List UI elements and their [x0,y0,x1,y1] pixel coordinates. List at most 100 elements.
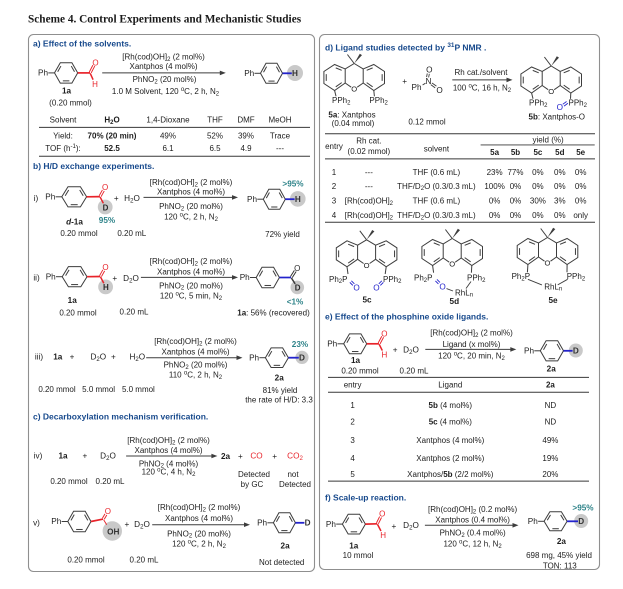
svg-text:5: 5 [350,470,355,479]
svg-text:0%: 0% [532,182,544,191]
svg-text:0.20 mL: 0.20 mL [130,556,159,565]
svg-text:H: H [295,195,301,204]
svg-text:5.0 mmol: 5.0 mmol [82,385,115,394]
svg-text:Not detected: Not detected [259,558,304,567]
svg-text:0%: 0% [510,211,522,220]
svg-text:120 o​C, 12 h, N2​: 120 o​C, 12 h, N2​ [443,540,502,550]
svg-text:0%: 0% [575,168,587,177]
svg-text:1,4-Dioxane: 1,4-Dioxane [146,116,190,125]
svg-text:Ph2​P: Ph2​P [414,273,432,283]
svg-text:19%: 19% [542,454,558,463]
svg-text:2: 2 [350,418,355,427]
svg-text:(0.02 mmol): (0.02 mmol) [348,147,391,156]
svg-text:D: D [573,347,579,356]
svg-text:O: O [294,264,300,273]
svg-text:30%: 30% [530,197,546,206]
svg-text:0%: 0% [532,168,544,177]
svg-text:Detected: Detected [279,480,311,489]
svg-text:PhNO2​ (20 mol%): PhNO2​ (20 mol%) [159,202,223,212]
svg-text:[Rh(cod)OH]2​ (2 mol%): [Rh(cod)OH]2​ (2 mol%) [430,329,513,339]
svg-text:O: O [353,284,359,293]
svg-text:2a: 2a [281,541,291,550]
svg-text:THF/D2​O (0.3/0.3 mL): THF/D2​O (0.3/0.3 mL) [397,182,476,192]
svg-text:0.20 mmol: 0.20 mmol [38,385,76,394]
svg-text:5b: Xantphos-O: 5b: Xantphos-O [529,112,585,121]
svg-text:+: + [402,77,407,86]
svg-text:Xantphos (4 mol%): Xantphos (4 mol%) [157,188,225,197]
svg-text:H: H [103,283,109,292]
svg-text:6.1: 6.1 [162,144,174,153]
svg-text:Yield:: Yield: [53,132,73,141]
svg-text:D: D [299,353,305,362]
svg-text:Ph2​P: Ph2​P [329,275,347,285]
svg-text:1: 1 [350,401,355,410]
svg-text:5a: 5a [490,148,499,157]
svg-text:95%: 95% [99,216,116,225]
svg-text:6.5: 6.5 [209,144,221,153]
svg-text:ND: ND [545,418,557,427]
svg-text:OH: OH [107,527,119,536]
svg-text:2a: 2a [557,537,567,546]
svg-text:solvent: solvent [424,145,450,154]
svg-text:O: O [373,284,379,293]
svg-text:3: 3 [350,436,355,445]
svg-text:0%: 0% [575,197,587,206]
svg-text:2a: 2a [546,380,555,389]
svg-text:O: O [557,103,563,112]
svg-text:d) Ligand studies detected by: d) Ligand studies detected by 31​P NMR . [325,42,486,52]
svg-text:Xantphos (4 mol%): Xantphos (4 mol%) [165,514,233,523]
svg-text:Ph: Ph [327,340,337,349]
svg-text:Xantphos (4 mol%): Xantphos (4 mol%) [134,446,202,455]
svg-text:5d: 5d [555,148,564,157]
svg-text:5c (4 mol%): 5c (4 mol%) [429,418,472,427]
svg-text:D: D [305,519,311,528]
svg-text:Ph2​P: Ph2​P [512,272,530,282]
svg-text:5c: 5c [362,296,372,305]
svg-text:THF/D2​O (0.3/0.3 mL): THF/D2​O (0.3/0.3 mL) [397,211,476,221]
svg-text:H: H [382,351,388,360]
svg-text:+: + [114,194,119,203]
svg-text:TON: 113: TON: 113 [543,562,577,571]
svg-text:1a: 1a [68,296,78,305]
svg-text:Ph: Ph [45,193,55,202]
svg-text:Trace: Trace [270,132,291,141]
svg-text:D: D [578,517,584,526]
svg-text:CO: CO [250,452,262,461]
svg-text:4.9: 4.9 [240,144,252,153]
svg-text:698 mg, 45% yield: 698 mg, 45% yield [526,551,592,560]
svg-text:120 o​C, 2 h, N2​: 120 o​C, 2 h, N2​ [172,540,227,550]
svg-text:(0.20 mmol): (0.20 mmol) [49,99,92,108]
svg-text:49%: 49% [160,132,176,141]
svg-text:DMF: DMF [237,116,254,125]
svg-text:e) Effect of the phosphine oxi: e) Effect of the phosphine oxide ligands… [325,312,488,322]
svg-text:Detected: Detected [238,470,270,479]
svg-text:0.20 mmol: 0.20 mmol [59,309,97,318]
svg-text:D: D [103,203,109,212]
svg-text:0.20 mmol: 0.20 mmol [50,477,88,486]
svg-text:Ph: Ph [51,517,61,526]
svg-text:Ph: Ph [244,69,254,78]
svg-text:[Rh(cod)OH]2​ (2 mol%): [Rh(cod)OH]2​ (2 mol%) [154,337,237,347]
svg-text:>95%: >95% [282,180,304,189]
svg-text:[Rh(cod)OH]2​: [Rh(cod)OH]2​ [345,197,394,207]
svg-text:H: H [380,531,386,540]
svg-text:23%: 23% [292,340,309,349]
svg-text:THF (0.6 mL): THF (0.6 mL) [413,168,461,177]
svg-text:---: --- [365,182,373,191]
svg-text:O: O [548,87,554,96]
svg-text:0%: 0% [510,197,522,206]
svg-text:O: O [381,330,387,339]
svg-text:Ph: Ph [38,69,48,78]
svg-text:0%: 0% [532,211,544,220]
svg-text:5b: 5b [511,148,520,157]
svg-text:1a: 1a [53,353,63,362]
svg-text:39%: 39% [238,132,254,141]
svg-text:4: 4 [332,211,337,220]
svg-text:0%: 0% [489,197,501,206]
svg-text:1a: 56% (recovered): 1a: 56% (recovered) [237,309,310,318]
svg-text:0%: 0% [489,211,501,220]
svg-text:110 o​C, 2 h, N2​: 110 o​C, 2 h, N2​ [169,370,223,380]
svg-text:[Rh(cod)OH]2​: [Rh(cod)OH]2​ [345,211,394,221]
svg-text:Xantphos (4 mol%): Xantphos (4 mol%) [157,268,225,277]
svg-text:i): i) [34,194,39,203]
